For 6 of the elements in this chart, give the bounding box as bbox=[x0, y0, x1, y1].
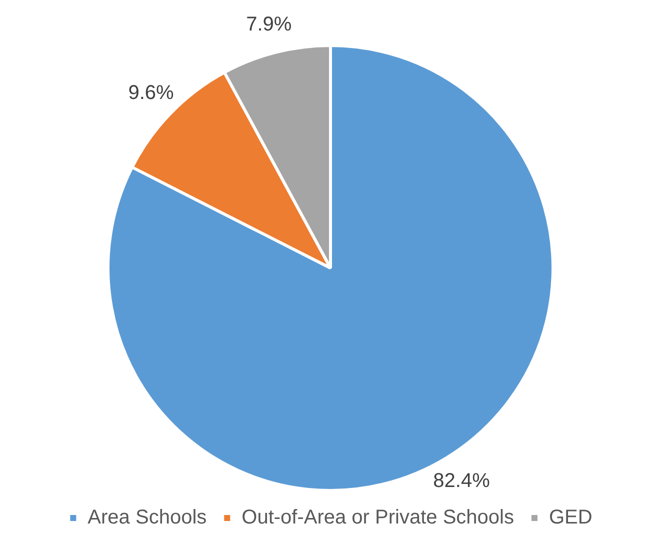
data-label: 7.9% bbox=[246, 14, 292, 36]
legend-label: Area Schools bbox=[88, 506, 207, 529]
legend-label: Out-of-Area or Private Schools bbox=[242, 506, 514, 529]
legend-label: GED bbox=[548, 506, 592, 529]
data-label: 9.6% bbox=[128, 82, 174, 104]
data-label: 82.4% bbox=[433, 470, 490, 492]
